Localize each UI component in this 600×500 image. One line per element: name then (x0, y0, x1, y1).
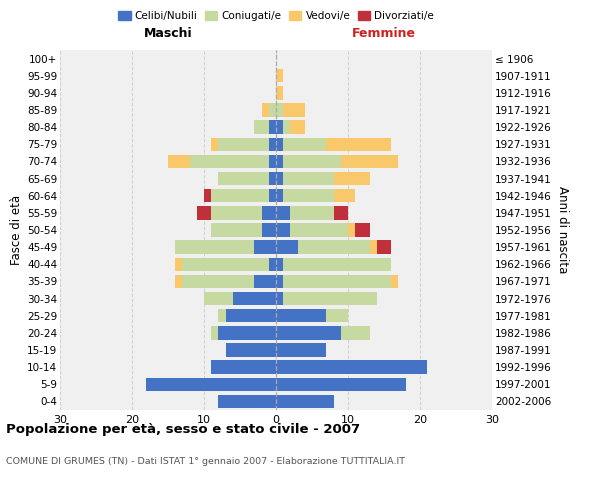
Bar (197, 206, 211, 220)
Bar (391, 274, 398, 288)
Bar (211, 326, 218, 340)
Text: COMUNE DI GRUMES (TN) - Dati ISTAT 1° gennaio 2007 - Elaborazione TUTTITALIA.IT: COMUNE DI GRUMES (TN) - Dati ISTAT 1° ge… (6, 458, 405, 466)
Bar (276, 86, 283, 100)
Bar (269, 258, 276, 271)
Bar (269, 120, 276, 134)
Bar (269, 189, 276, 202)
Bar (276, 394, 334, 408)
Y-axis label: Anni di nascita: Anni di nascita (556, 186, 569, 274)
Bar (341, 326, 370, 340)
Bar (276, 154, 283, 168)
Bar (370, 240, 377, 254)
Bar (283, 274, 391, 288)
Bar (283, 172, 334, 186)
Bar (276, 120, 283, 134)
Bar (290, 206, 334, 220)
Bar (377, 240, 391, 254)
Bar (326, 138, 391, 151)
Bar (218, 394, 276, 408)
Y-axis label: Fasce di età: Fasce di età (10, 195, 23, 265)
Bar (204, 292, 233, 306)
Bar (334, 206, 348, 220)
Bar (298, 240, 370, 254)
Bar (182, 274, 254, 288)
Bar (175, 240, 254, 254)
Bar (269, 138, 276, 151)
Bar (182, 258, 269, 271)
Bar (355, 224, 370, 236)
Bar (276, 104, 283, 117)
Bar (276, 189, 283, 202)
Bar (283, 292, 377, 306)
Bar (218, 309, 226, 322)
Text: Femmine: Femmine (352, 26, 416, 40)
Bar (283, 138, 326, 151)
Bar (190, 154, 269, 168)
Bar (276, 69, 283, 82)
Bar (211, 360, 276, 374)
Bar (262, 104, 269, 117)
Bar (276, 224, 290, 236)
Bar (168, 154, 190, 168)
Bar (226, 344, 276, 356)
Bar (218, 172, 269, 186)
Bar (334, 189, 355, 202)
Bar (262, 224, 276, 236)
Bar (211, 206, 262, 220)
Bar (290, 120, 305, 134)
Bar (218, 326, 276, 340)
Bar (226, 309, 276, 322)
Legend: Celibi/Nubili, Coniugati/e, Vedovi/e, Divorziati/e: Celibi/Nubili, Coniugati/e, Vedovi/e, Di… (115, 8, 437, 24)
Bar (283, 104, 305, 117)
Bar (211, 189, 269, 202)
Bar (276, 326, 341, 340)
Bar (276, 206, 290, 220)
Bar (269, 172, 276, 186)
Bar (175, 274, 182, 288)
Bar (211, 138, 218, 151)
Bar (269, 154, 276, 168)
Bar (283, 258, 391, 271)
Bar (269, 104, 276, 117)
Text: Popolazione per età, sesso e stato civile - 2007: Popolazione per età, sesso e stato civil… (6, 422, 360, 436)
Bar (276, 274, 283, 288)
Bar (276, 344, 326, 356)
Bar (254, 120, 269, 134)
Bar (276, 258, 283, 271)
Bar (290, 224, 348, 236)
Bar (218, 138, 269, 151)
Bar (276, 292, 283, 306)
Bar (233, 292, 276, 306)
Bar (254, 240, 276, 254)
Bar (175, 258, 182, 271)
Bar (283, 120, 290, 134)
Bar (276, 309, 326, 322)
Bar (276, 138, 283, 151)
Bar (341, 154, 398, 168)
Bar (211, 224, 262, 236)
Bar (276, 172, 283, 186)
Bar (326, 309, 348, 322)
Bar (348, 224, 355, 236)
Bar (254, 274, 276, 288)
Bar (146, 378, 276, 391)
Bar (283, 189, 334, 202)
Bar (276, 240, 298, 254)
Bar (276, 360, 427, 374)
Bar (283, 154, 341, 168)
Text: Maschi: Maschi (143, 26, 193, 40)
Bar (204, 189, 211, 202)
Bar (276, 378, 406, 391)
Bar (262, 206, 276, 220)
Bar (334, 172, 370, 186)
